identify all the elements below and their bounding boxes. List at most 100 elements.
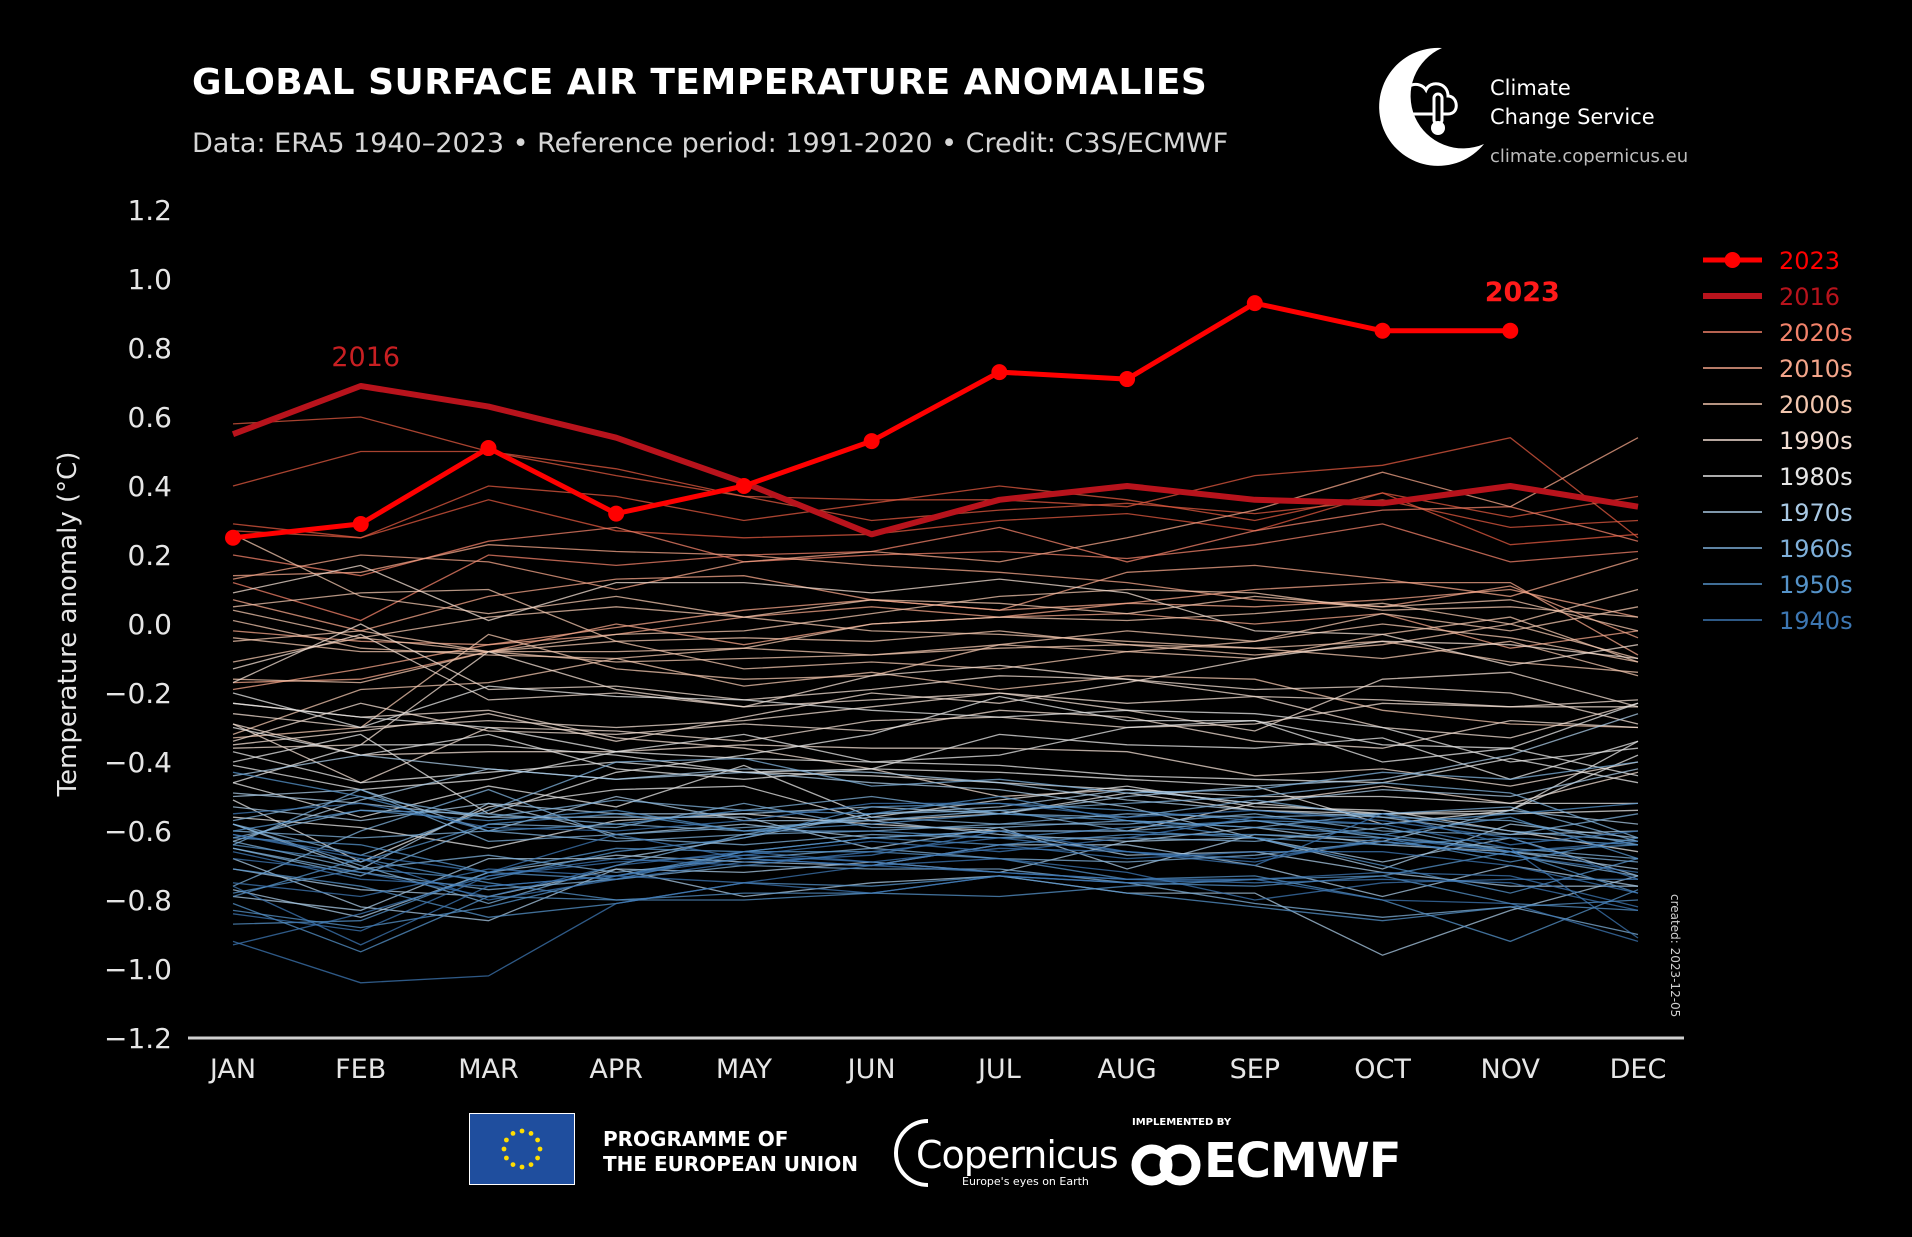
legend-marker [1724, 252, 1741, 268]
legend-item-1960s[interactable]: 1960s [1703, 535, 1853, 563]
y-tick-label: 0.0 [127, 608, 172, 641]
label-2023: 2023 [1485, 277, 1560, 308]
year-line-1942 [232, 857, 1638, 946]
year-line-2004 [232, 616, 1639, 670]
x-tick-label: AUG [1098, 1054, 1157, 1085]
c3s-cloud-thermometer-logo [1379, 47, 1484, 166]
x-tick-label: OCT [1354, 1054, 1411, 1085]
y-tick-label: −0.2 [104, 677, 172, 710]
year-line-1976 [232, 857, 1639, 956]
year-line-1997 [232, 640, 1639, 746]
legend-item-2020s[interactable]: 2020s [1703, 319, 1853, 347]
y-tick-label: 0.8 [127, 332, 172, 365]
legend-label: 1960s [1779, 535, 1853, 563]
legend-item-2016[interactable]: 2016 [1703, 283, 1840, 311]
c3s-name-line2: Change Service [1490, 105, 1655, 129]
legend-item-1990s[interactable]: 1990s [1703, 427, 1853, 455]
legend-item-2023[interactable]: 2023 [1703, 247, 1840, 275]
year-line-2009 [232, 588, 1639, 653]
legend-item-1950s[interactable]: 1950s [1703, 571, 1853, 599]
point-2023-jun [863, 433, 880, 450]
series-line-2016 [231, 383, 1639, 538]
year-line-1946 [232, 833, 1639, 894]
legend-item-2000s[interactable]: 2000s [1703, 391, 1853, 419]
eu-programme-text: PROGRAMME OF THE EUROPEAN UNION [603, 1127, 858, 1177]
legend-item-1970s[interactable]: 1970s [1703, 499, 1853, 527]
year-line-1995 [232, 623, 1639, 725]
copernicus-tagline: Europe's eyes on Earth [962, 1175, 1089, 1188]
x-tick-label: MAY [716, 1054, 773, 1085]
y-tick-label: −1.2 [104, 1022, 172, 1055]
point-2023-mar [480, 440, 497, 457]
chart-subtitle: Data: ERA5 1940–2023 • Reference period:… [192, 128, 1229, 159]
chart-axes: 1.2 1.0 0.8 0.6 0.4 0.2 0.0 −0.2 −0.4 −0.6 −0.8 −1.… [53, 194, 1684, 1085]
point-2023-oct [1374, 322, 1391, 339]
legend-label: 1940s [1779, 607, 1853, 635]
year-line-1999 [232, 692, 1639, 729]
legend-label: 1970s [1779, 499, 1853, 527]
ecmwf-logo[interactable]: IMPLEMENTED BY ECMWF [1130, 1113, 1410, 1193]
created-date: created: 2023-12-05 [1668, 894, 1682, 1018]
legend-label: 2023 [1779, 247, 1840, 275]
background-year-lines [232, 416, 1639, 984]
year-line-2013 [232, 588, 1639, 646]
y-tick-label: 0.4 [127, 470, 172, 503]
eu-text-line2: THE EUROPEAN UNION [603, 1152, 858, 1176]
point-2023-jan [225, 529, 241, 546]
y-tick-label: −0.8 [104, 884, 172, 917]
year-line-1990 [232, 650, 1639, 749]
point-2023-feb [352, 515, 369, 532]
year-line-1940 [232, 864, 1639, 984]
c3s-branding[interactable]: Climate Change Service climate.copernicu… [1362, 44, 1692, 174]
year-line-1969 [232, 757, 1639, 856]
year-line-1983 [232, 702, 1639, 777]
y-tick-label: 1.2 [127, 194, 172, 227]
point-2023-aug [1119, 371, 1136, 388]
legend-item-2010s[interactable]: 2010s [1703, 355, 1853, 383]
legend-item-1980s[interactable]: 1980s [1703, 463, 1853, 491]
x-tick-label: JUL [976, 1054, 1021, 1085]
ecmwf-rings-icon [1131, 1144, 1201, 1186]
year-line-2021 [232, 506, 1639, 622]
copernicus-logo[interactable]: Copernicus Europe's eyes on Earth [880, 1113, 1119, 1193]
legend-label: 2020s [1779, 319, 1853, 347]
point-2023-may [735, 478, 752, 494]
highlighted-series: 2016 2023 [225, 277, 1639, 546]
year-line-1998 [232, 564, 1639, 667]
y-tick-label: −0.4 [104, 746, 172, 779]
year-line-1951 [232, 833, 1639, 929]
x-tick-label: DEC [1610, 1054, 1667, 1085]
year-line-1964 [232, 847, 1639, 936]
legend-label: 1950s [1779, 571, 1853, 599]
year-line-1993 [232, 723, 1639, 787]
year-line-2019 [232, 485, 1639, 539]
year-line-1978 [232, 792, 1639, 870]
y-tick-label: −1.0 [104, 953, 172, 986]
label-2016: 2016 [331, 342, 400, 373]
legend-item-1940s[interactable]: 1940s [1703, 607, 1853, 635]
c3s-name-line1: Climate [1490, 76, 1571, 100]
year-line-1944 [232, 802, 1639, 880]
year-line-2006 [232, 588, 1639, 663]
x-tick-label: MAR [458, 1054, 519, 1085]
y-tick-label: 0.2 [127, 539, 172, 572]
x-tick-label: JAN [208, 1054, 256, 1085]
x-tick-label: SEP [1230, 1054, 1280, 1085]
year-line-1991 [232, 633, 1639, 739]
year-line-1984 [232, 764, 1639, 853]
year-line-1950 [232, 851, 1639, 943]
ecmwf-wordmark: ECMWF [1204, 1133, 1402, 1189]
year-line-1943 [232, 837, 1639, 946]
c3s-url[interactable]: climate.copernicus.eu [1490, 146, 1689, 167]
year-line-1941 [232, 813, 1639, 901]
y-tick-label: −0.6 [104, 815, 172, 848]
year-line-1963 [232, 782, 1639, 846]
y-axis-label: Temperature anomaly (°C) [53, 452, 83, 798]
year-line-2002 [232, 588, 1639, 677]
year-line-1987 [232, 695, 1639, 815]
legend-label: 2010s [1779, 355, 1853, 383]
c3s-name: Climate Change Service [1490, 74, 1655, 132]
year-line-2015 [232, 437, 1639, 591]
year-line-2020 [232, 416, 1639, 539]
